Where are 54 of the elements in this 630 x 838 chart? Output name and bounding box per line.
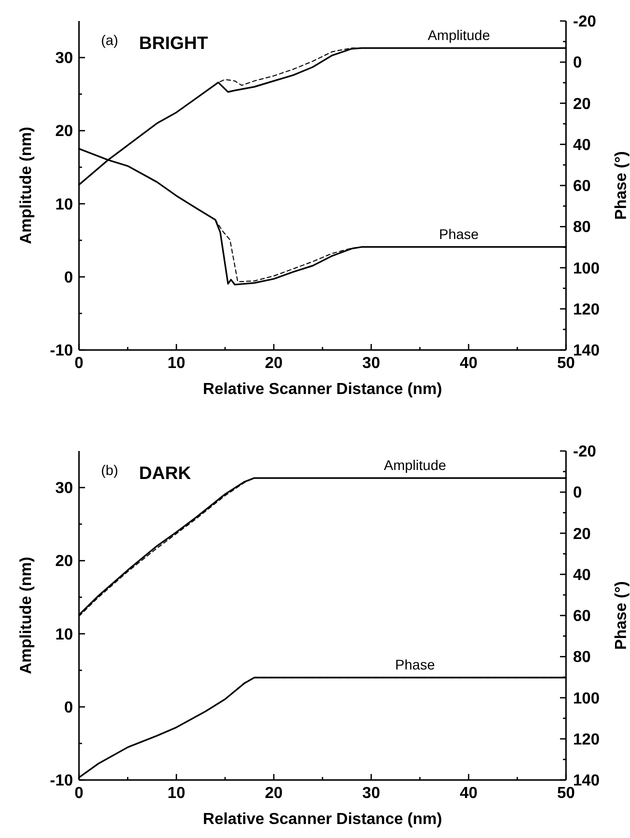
x-tick-label: 20	[264, 785, 283, 802]
y2-tick-label: 20	[573, 526, 591, 543]
annotation: (b)	[101, 462, 118, 478]
y2-tick-label: 80	[573, 649, 591, 666]
y-tick-label: 0	[64, 269, 74, 286]
y-tick-label: 0	[64, 699, 74, 716]
y2-tick-label: 0	[573, 54, 582, 72]
series-label: Amplitude	[384, 457, 446, 474]
y-tick-label: 30	[55, 50, 74, 68]
y-tick-label: -10	[50, 342, 74, 360]
y2-tick-label: 120	[573, 301, 600, 318]
annotation: (a)	[101, 32, 118, 48]
x-tick-label: 30	[362, 785, 380, 802]
y-axis-title: Amplitude (nm)	[18, 126, 35, 244]
text: BRIGHT	[139, 33, 208, 53]
y-tick-label: 30	[55, 480, 74, 498]
x-tick-label: 0	[74, 785, 84, 802]
series-label: Phase	[439, 226, 479, 242]
x-tick-label: 10	[168, 355, 186, 372]
series-label: Amplitude	[428, 27, 490, 44]
x-tick-label: 20	[264, 355, 283, 372]
y-tick-label: 20	[55, 553, 74, 570]
x-axis-title: Relative Scanner Distance (nm)	[202, 811, 442, 828]
y2-tick-label: 140	[573, 772, 600, 790]
y2-tick-label: 40	[573, 566, 591, 584]
y-tick-label: -10	[50, 772, 74, 790]
y2-tick-label: 80	[573, 219, 591, 236]
y-tick-label: 20	[55, 123, 74, 140]
y-tick-label: 10	[55, 196, 74, 214]
x-tick-label: 50	[557, 355, 575, 372]
y2-tick-label: 60	[573, 608, 591, 625]
y2-axis-title: Phase (°)	[613, 581, 630, 650]
x-tick-label: 30	[362, 355, 380, 372]
y2-tick-label: 120	[573, 731, 600, 748]
x-tick-label: 0	[74, 355, 84, 372]
y2-tick-label: 100	[573, 690, 600, 708]
y-tick-label: 10	[55, 626, 74, 644]
text: DARK	[139, 463, 191, 483]
y2-tick-label: 0	[573, 484, 582, 502]
series-label: Phase	[395, 656, 436, 673]
x-tick-label: 40	[460, 355, 478, 372]
y2-tick-label: 20	[573, 96, 591, 113]
y-axis-title: Amplitude (nm)	[18, 556, 35, 674]
y2-tick-label: -20	[573, 14, 596, 30]
x-axis-title: Relative Scanner Distance (nm)	[202, 381, 442, 398]
y2-tick-label: 60	[573, 178, 591, 195]
y2-tick-label: 140	[573, 342, 600, 360]
x-tick-label: 50	[557, 785, 575, 802]
y2-tick-label: 40	[573, 136, 591, 154]
y2-axis-title: Phase (°)	[613, 151, 630, 220]
y2-tick-label: 100	[573, 260, 600, 278]
x-tick-label: 40	[460, 785, 478, 802]
y2-tick-label: -20	[573, 444, 596, 460]
x-tick-label: 10	[168, 785, 186, 802]
